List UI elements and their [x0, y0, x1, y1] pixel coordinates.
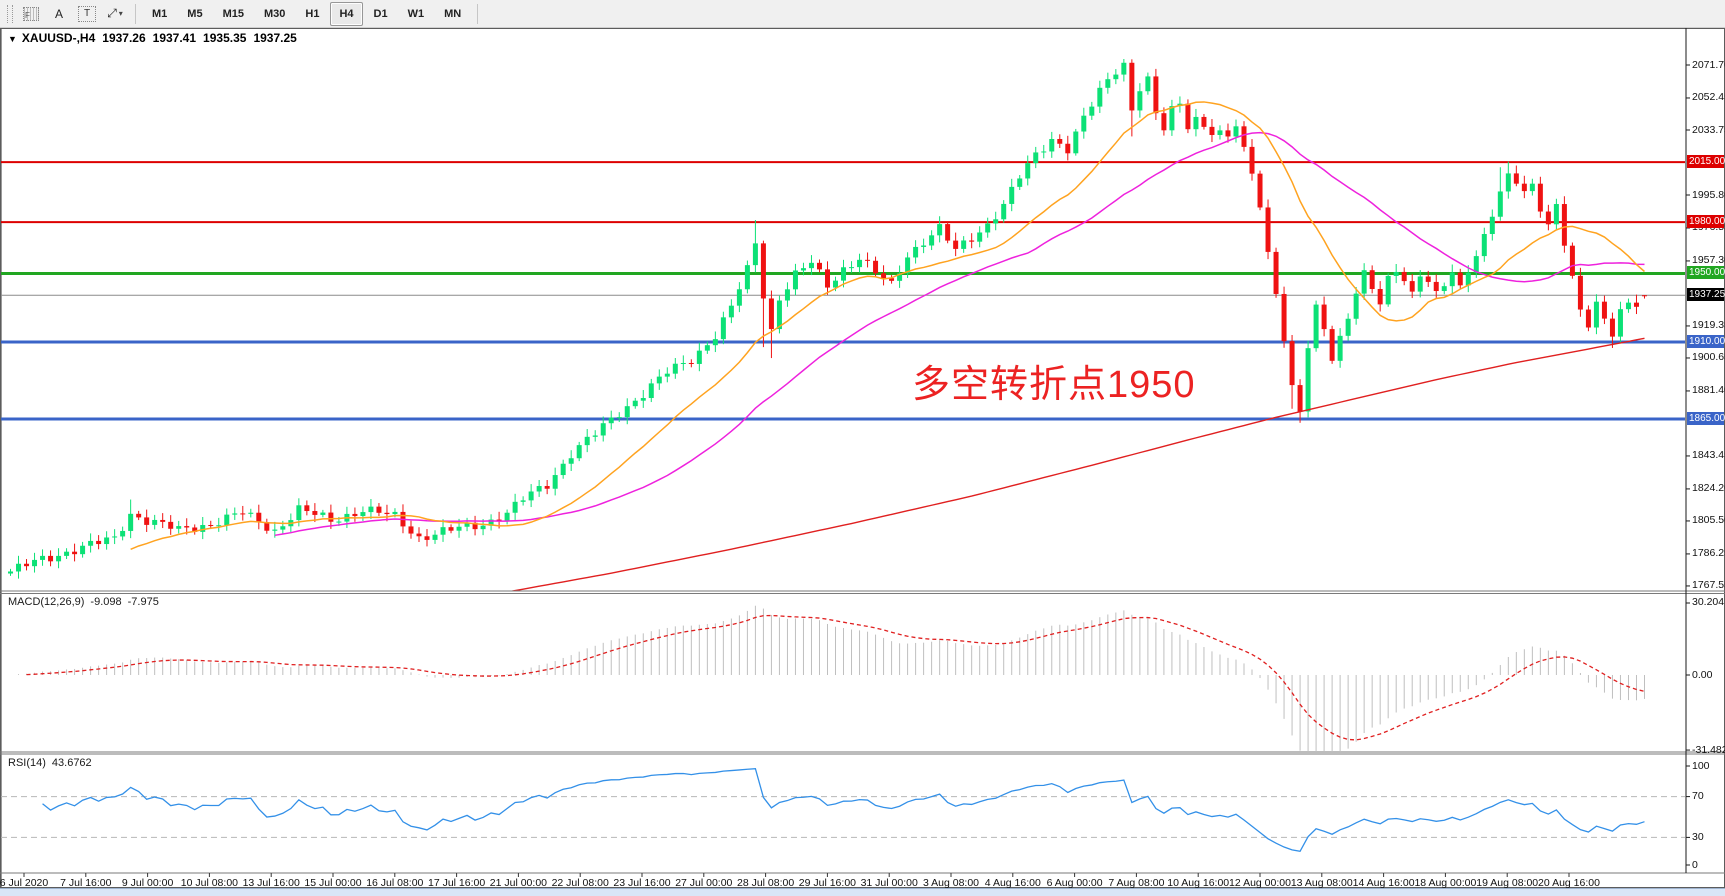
ohlc-close: 1937.25 [253, 31, 297, 45]
toolbar-separator [135, 3, 136, 24]
price-tick-label: 1805.50 [1692, 514, 1725, 527]
date-label: 19 Aug 08:00 [1476, 877, 1539, 889]
timeframe-button-mn[interactable]: MN [444, 7, 462, 20]
date-label: 20 Aug 16:00 [1538, 877, 1600, 889]
rsi-value: 43.6762 [51, 757, 92, 769]
date-label: 14 Aug 16:00 [1352, 877, 1415, 889]
timeframe-button-m1[interactable]: M1 [152, 7, 168, 20]
crosshair-grid-tool-button[interactable]: F [18, 2, 44, 26]
date-label: 9 Jul 00:00 [121, 877, 174, 889]
price-tick-label: 1786.25 [1692, 547, 1725, 560]
text-box-icon: T [78, 5, 96, 22]
letter-a-icon: A [54, 6, 63, 21]
price-tick-label: 1957.30 [1692, 254, 1725, 267]
price-tick-label: 1843.45 [1692, 449, 1725, 462]
macd-tick-label: 0.00 [1692, 668, 1713, 681]
date-label: 6 Aug 00:00 [1046, 877, 1103, 889]
text-label-tool-button[interactable]: A [46, 2, 72, 26]
date-label: 16 Jul 08:00 [366, 877, 424, 889]
date-label: 15 Jul 00:00 [304, 877, 362, 889]
price-level-badge: 1910.00 [1687, 334, 1725, 348]
rsi-tick-label: 100 [1692, 759, 1710, 772]
macd-signal-value: -7.975 [127, 596, 159, 608]
date-label: 29 Jul 16:00 [798, 877, 856, 889]
timeframe-button-m5[interactable]: M5 [187, 7, 203, 20]
price-tick-label: 1824.20 [1692, 482, 1725, 495]
chevron-down-icon: ▾ [118, 9, 123, 18]
current-price-badge: 1937.25 [1687, 288, 1725, 302]
timeframe-button-h4[interactable]: H4 [330, 1, 363, 26]
cursor-mode-tool-button[interactable]: ⤢ ▾ [102, 2, 128, 26]
date-label: 21 Jul 00:00 [489, 877, 547, 889]
timeframe-button-m15[interactable]: M15 [222, 7, 244, 20]
chart-title: ▼ XAUUSD-,H4 1937.26 1937.41 1935.35 1937.25 [8, 31, 297, 45]
timeframe-button-w1[interactable]: W1 [407, 7, 425, 20]
price-level-badge: 1950.00 [1687, 266, 1725, 280]
date-label: 7 Jul 16:00 [60, 877, 112, 889]
ohlc-low: 1935.35 [203, 31, 247, 45]
date-label: 10 Aug 16:00 [1167, 877, 1230, 889]
date-label: 27 Jul 00:00 [675, 877, 733, 889]
macd-main-value: -9.098 [90, 596, 122, 608]
timeframe-button-h1[interactable]: H1 [305, 7, 320, 20]
indicator-f-icon: F [23, 6, 39, 21]
price-tick-label: 1881.40 [1692, 384, 1725, 397]
macd-pane-label: MACD(12,26,9) -9.098 -7.975 [8, 596, 159, 608]
symbol-label: XAUUSD-,H4 [21, 31, 96, 45]
price-tick-label: 2071.70 [1692, 58, 1725, 71]
timeframe-group: M1 M5 M15 M30 H1 H4 D1 W1 MN [143, 1, 470, 26]
rsi-tick-label: 70 [1692, 790, 1704, 803]
price-level-badge: 2015.00 [1687, 155, 1725, 169]
macd-tick-label: -31.482 [1692, 743, 1725, 756]
macd-label: MACD(12,26,9) [8, 596, 85, 608]
window-bottom-edge [0, 888, 1725, 896]
date-label: 22 Jul 08:00 [551, 877, 609, 889]
annotation-text: 多空转折点1950 [912, 364, 1196, 406]
date-label: 13 Jul 16:00 [242, 877, 300, 889]
price-tick-label: 1900.65 [1692, 351, 1725, 364]
timeframe-button-m30[interactable]: M30 [263, 7, 286, 20]
date-label: 13 Aug 08:00 [1290, 877, 1353, 889]
toolbar: F A T ⤢ ▾ M1 M5 M15 M30 H1 H4 D1 W1 MN [0, 0, 1725, 28]
date-label: 28 Jul 08:00 [736, 877, 795, 889]
ohlc-open: 1937.26 [102, 31, 146, 45]
date-label: 3 Aug 08:00 [922, 877, 980, 889]
price-tick-label: 1995.80 [1692, 188, 1725, 201]
date-label: 10 Jul 08:00 [180, 877, 238, 889]
macd-tick-label: 30.204 [1692, 596, 1725, 609]
date-label: 31 Jul 00:00 [860, 877, 918, 889]
date-label: 12 Aug 00:00 [1229, 877, 1291, 889]
symbol-collapse-icon[interactable]: ▼ [8, 34, 17, 44]
ohlc-high: 1937.41 [152, 31, 197, 45]
price-tick-label: 2052.45 [1692, 91, 1725, 104]
date-label: 17 Jul 16:00 [427, 877, 486, 889]
price-tick-label: 2033.75 [1692, 123, 1725, 136]
text-box-tool-button[interactable]: T [74, 2, 100, 26]
toolbar-separator [477, 3, 479, 24]
date-label: 7 Aug 08:00 [1108, 877, 1165, 889]
price-level-badge: 1980.00 [1687, 215, 1725, 229]
rsi-label: RSI(14) [8, 757, 46, 769]
timeframe-button-d1[interactable]: D1 [373, 7, 388, 20]
toolbar-grip[interactable] [7, 4, 13, 23]
date-label: 4 Aug 16:00 [984, 877, 1041, 889]
date-label: 18 Aug 00:00 [1414, 877, 1477, 889]
price-tick-label: 1919.35 [1692, 319, 1725, 332]
rsi-pane-label: RSI(14) 43.6762 [8, 757, 92, 769]
price-tick-label: 1767.55 [1692, 579, 1725, 592]
cursor-arrows-icon: ⤢ [107, 6, 117, 20]
date-label: 23 Jul 16:00 [613, 877, 671, 889]
price-level-badge: 1865.00 [1687, 412, 1725, 426]
date-label: 6 Jul 2020 [0, 877, 49, 889]
rsi-tick-label: 0 [1692, 858, 1698, 871]
rsi-tick-label: 30 [1692, 830, 1704, 843]
